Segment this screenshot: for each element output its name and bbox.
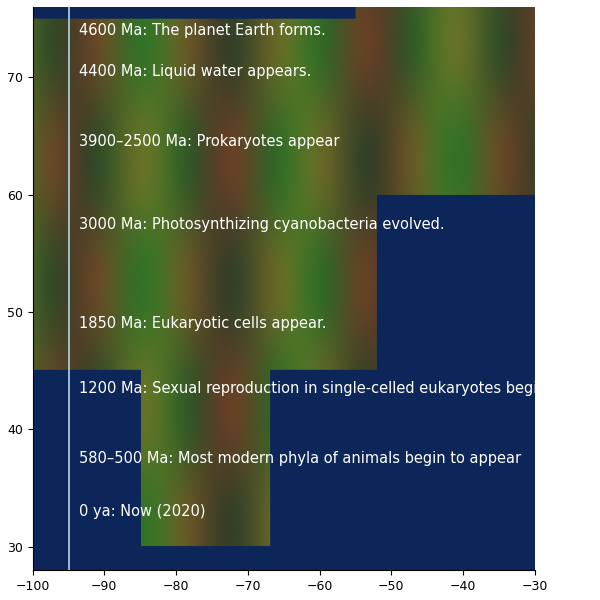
Text: 3900–2500 Ma: Prokaryotes appear: 3900–2500 Ma: Prokaryotes appear [79,134,340,149]
Text: 0 ya: Now (2020): 0 ya: Now (2020) [79,504,206,519]
Text: 580–500 Ma: Most modern phyla of animals begin to appear: 580–500 Ma: Most modern phyla of animals… [79,451,521,466]
Text: 4400 Ma: Liquid water appears.: 4400 Ma: Liquid water appears. [79,64,311,79]
Text: 4600 Ma: The planet Earth forms.: 4600 Ma: The planet Earth forms. [79,23,326,38]
Text: 1200 Ma: Sexual reproduction in single-celled eukaryotes begins.: 1200 Ma: Sexual reproduction in single-c… [79,381,560,396]
Text: 3000 Ma: Photosynthizing cyanobacteria evolved.: 3000 Ma: Photosynthizing cyanobacteria e… [79,217,445,232]
Text: 1850 Ma: Eukaryotic cells appear.: 1850 Ma: Eukaryotic cells appear. [79,316,327,331]
